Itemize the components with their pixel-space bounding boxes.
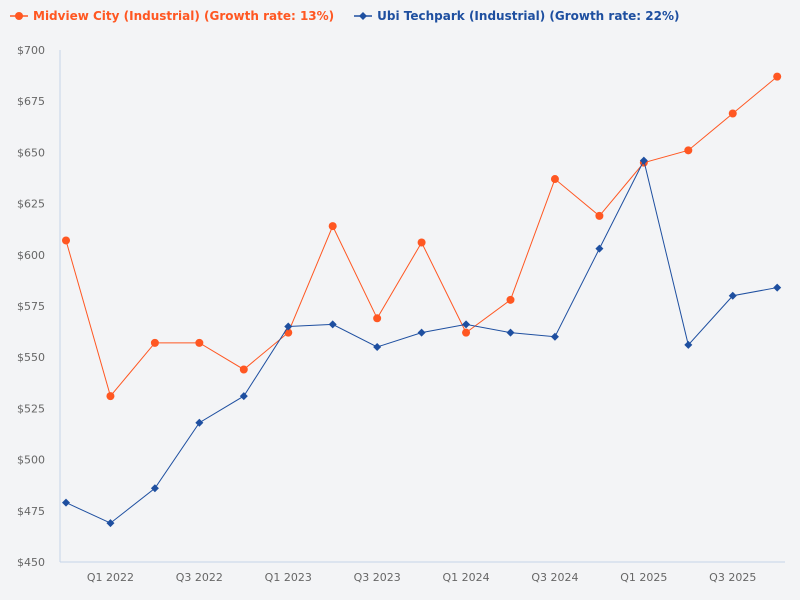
data-point <box>550 175 559 184</box>
data-point <box>595 244 604 253</box>
y-tick-label: $525 <box>17 402 45 415</box>
data-point <box>239 365 248 374</box>
data-point <box>506 328 515 337</box>
legend-label: Midview City (Industrial) (Growth rate: … <box>33 9 335 23</box>
legend-item-ubi[interactable]: Ubi Techpark (Industrial) (Growth rate: … <box>354 9 679 23</box>
data-point <box>150 484 159 493</box>
data-point <box>195 418 204 427</box>
x-tick-label: Q1 2023 <box>265 571 312 584</box>
data-point <box>284 322 293 331</box>
x-tick-label: Q3 2023 <box>354 571 401 584</box>
circle-marker-icon <box>10 12 28 20</box>
y-tick-label: $600 <box>17 249 45 262</box>
data-point <box>684 340 693 349</box>
y-tick-label: $700 <box>17 44 45 57</box>
y-tick-label: $575 <box>17 300 45 313</box>
y-tick-label: $625 <box>17 198 45 211</box>
y-tick-label: $675 <box>17 95 45 108</box>
x-tick-label: Q3 2022 <box>176 571 223 584</box>
legend-item-midview[interactable]: Midview City (Industrial) (Growth rate: … <box>10 9 334 23</box>
data-point <box>684 146 693 155</box>
data-point <box>728 291 737 300</box>
data-point <box>639 156 648 165</box>
data-point <box>106 392 115 401</box>
data-point <box>417 238 426 247</box>
data-point <box>328 320 337 329</box>
x-tick-label: Q1 2025 <box>620 571 667 584</box>
diamond-marker-icon <box>354 12 373 20</box>
y-tick-label: $500 <box>17 454 45 467</box>
y-tick-label: $550 <box>17 351 45 364</box>
data-point <box>373 342 382 351</box>
data-point <box>62 498 70 507</box>
data-point <box>62 236 70 245</box>
data-point <box>462 320 471 329</box>
data-point <box>728 109 737 118</box>
x-tick-label: Q3 2025 <box>709 571 756 584</box>
data-point <box>506 295 515 304</box>
data-point <box>373 314 382 323</box>
y-tick-label: $475 <box>17 505 45 518</box>
y-tick-label: $650 <box>17 146 45 159</box>
data-point <box>550 332 559 341</box>
x-tick-label: Q1 2022 <box>87 571 134 584</box>
y-tick-label: $450 <box>17 556 45 569</box>
x-tick-label: Q3 2024 <box>531 571 578 584</box>
data-point <box>284 328 293 337</box>
data-point <box>106 519 115 528</box>
legend-label: Ubi Techpark (Industrial) (Growth rate: … <box>377 9 680 23</box>
data-point <box>239 392 248 401</box>
data-point <box>595 211 604 220</box>
series-line-0 <box>65 76 778 398</box>
x-tick-label: Q1 2024 <box>442 571 489 584</box>
data-point <box>462 328 471 337</box>
data-point <box>417 328 426 337</box>
data-point <box>773 283 782 292</box>
data-point <box>328 222 337 231</box>
data-point <box>773 72 782 81</box>
legend: Midview City (Industrial) (Growth rate: … <box>10 9 679 23</box>
series-line-1 <box>65 159 778 524</box>
data-point <box>150 338 159 347</box>
data-point <box>195 338 204 347</box>
